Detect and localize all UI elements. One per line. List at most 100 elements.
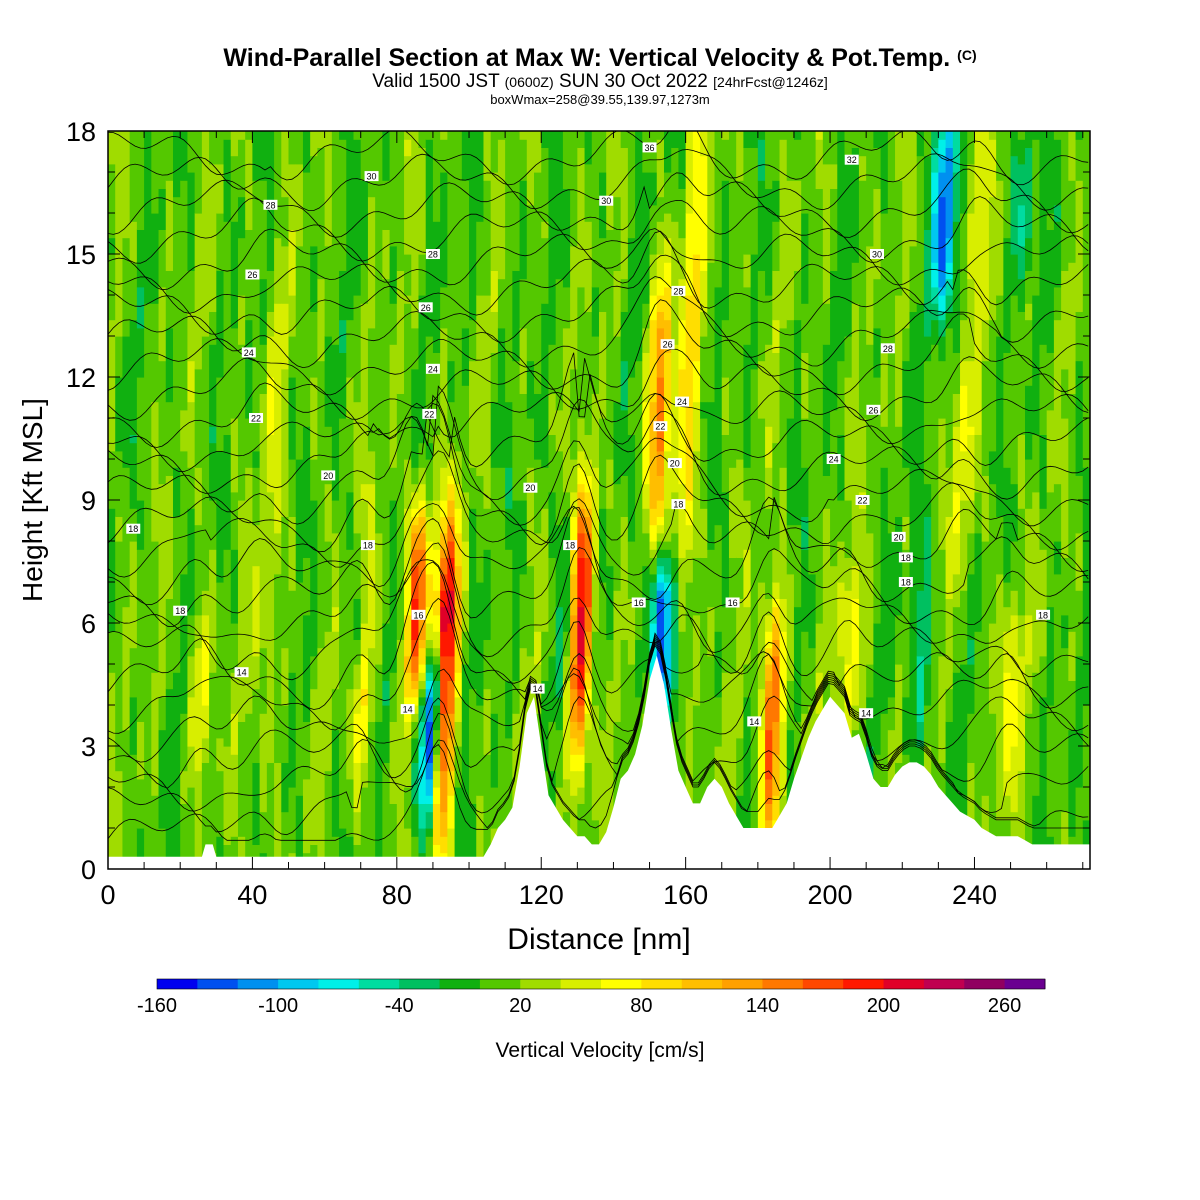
velocity-cell (1032, 139, 1041, 296)
velocity-cell (923, 516, 932, 665)
velocity-cell (129, 541, 138, 649)
theta-contour (108, 385, 1089, 501)
velocity-cell (620, 360, 629, 411)
velocity-cell (360, 303, 369, 485)
velocity-cell (447, 500, 456, 517)
velocity-cell (490, 172, 499, 271)
velocity-cell (830, 131, 838, 165)
velocity-cell (663, 172, 672, 214)
velocity-cell (389, 131, 398, 247)
velocity-cell (194, 467, 203, 526)
velocity-cell (815, 623, 824, 673)
contour-label: 18 (173, 605, 188, 616)
velocity-cell (743, 664, 752, 698)
velocity-cell (757, 418, 766, 583)
velocity-cell (483, 180, 492, 296)
colorbar-tick-label: 80 (630, 995, 652, 1017)
velocity-cell (1061, 131, 1069, 271)
valid-prefix: Valid 1500 JST (372, 71, 500, 92)
velocity-cell (534, 459, 542, 534)
velocity-cell (584, 434, 593, 460)
velocity-cell (454, 508, 463, 534)
velocity-cell (1053, 221, 1062, 288)
velocity-cell (476, 582, 485, 706)
velocity-cell (952, 393, 961, 427)
velocity-cell (1025, 664, 1033, 714)
velocity-cell (671, 557, 680, 583)
velocity-cell (1068, 680, 1077, 731)
velocity-cell (201, 639, 210, 706)
velocity-cell (151, 672, 160, 796)
velocity-cell (209, 311, 217, 345)
colorbar-tick-label: 200 (867, 995, 900, 1017)
velocity-cell (216, 131, 225, 165)
velocity-cell (584, 762, 593, 869)
velocity-cell (425, 664, 434, 673)
velocity-cell (656, 131, 665, 140)
velocity-cell (396, 131, 405, 271)
velocity-cell (180, 180, 189, 411)
velocity-cell (411, 508, 420, 517)
velocity-cell (389, 344, 398, 468)
theta-contour (108, 358, 1089, 448)
velocity-cell (411, 483, 420, 493)
velocity-cell (331, 500, 340, 534)
velocity-cell (663, 262, 672, 288)
velocity-cell (1039, 508, 1048, 550)
velocity-cell (367, 721, 376, 869)
velocity-cell (577, 131, 586, 148)
velocity-cell (382, 131, 391, 181)
velocity-cell (1075, 655, 1084, 788)
velocity-cell (967, 163, 976, 214)
velocity-cell (505, 131, 513, 403)
velocity-cell (1032, 672, 1041, 796)
velocity-cell (960, 385, 968, 452)
velocity-cell (938, 155, 947, 173)
velocity-cell (577, 418, 586, 452)
velocity-cell (389, 721, 398, 804)
velocity-cell (1061, 557, 1069, 616)
velocity-cell (974, 131, 983, 435)
velocity-cell (136, 286, 145, 329)
velocity-cell (447, 475, 456, 485)
velocity-cell (1046, 409, 1055, 493)
velocity-cell (519, 393, 528, 501)
velocity-cell (960, 664, 968, 869)
velocity-cell (1075, 532, 1084, 591)
velocity-cell (909, 311, 918, 854)
velocity-cell (411, 836, 420, 862)
velocity-cell (570, 516, 578, 542)
velocity-cell (678, 237, 687, 280)
velocity-cell (627, 377, 636, 435)
velocity-cell (432, 787, 441, 804)
velocity-cell (317, 147, 326, 280)
velocity-cell (1061, 647, 1069, 813)
velocity-cell (158, 729, 167, 829)
velocity-cell (728, 672, 737, 869)
velocity-cell (440, 532, 448, 550)
velocity-cell (158, 286, 167, 362)
velocity-cell (353, 131, 362, 140)
velocity-cell (830, 270, 838, 411)
velocity-cell (331, 606, 340, 632)
svg-text:26: 26 (868, 405, 878, 415)
velocity-cell (772, 131, 781, 181)
velocity-cell (187, 614, 196, 657)
velocity-cell (353, 639, 362, 665)
velocity-cell (281, 303, 290, 370)
velocity-cell (418, 672, 427, 681)
colorbar-swatch (722, 979, 763, 989)
velocity-cell (1046, 213, 1055, 230)
velocity-cell (873, 327, 882, 378)
velocity-cell (1068, 131, 1077, 181)
velocity-cell (577, 787, 586, 804)
velocity-cell (288, 295, 297, 337)
velocity-cell (418, 131, 427, 148)
velocity-cell (562, 286, 571, 329)
velocity-cell (129, 696, 138, 755)
velocity-cell (310, 459, 318, 501)
colorbar-label: Vertical Velocity [cm/s] (496, 1039, 705, 1062)
velocity-cell (591, 131, 600, 288)
velocity-cell (960, 360, 968, 386)
velocity-cell (519, 278, 528, 329)
